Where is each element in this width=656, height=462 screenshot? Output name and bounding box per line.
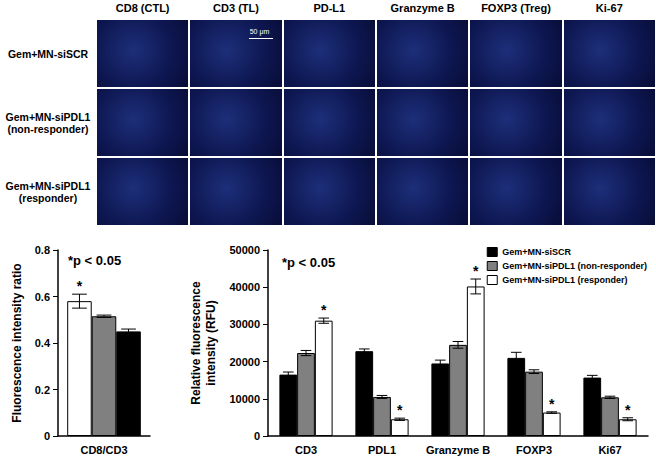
html-text:Gem+MN-siSCR: Gem+MN-siSCR — [7, 47, 89, 60]
html-text:FOXP3 (Treg): FOXP3 (Treg) — [481, 2, 551, 14]
svg-text:0.8: 0.8 — [35, 244, 50, 256]
html-text:Granzyme B: Granzyme B — [390, 2, 455, 14]
svg-text:0: 0 — [44, 430, 50, 442]
svg-text:Relative fluorescence: Relative fluorescence — [189, 281, 203, 405]
svg-text:*: * — [321, 302, 327, 318]
svg-text:0.6: 0.6 — [35, 291, 50, 303]
svg-text:FOXP3: FOXP3 — [516, 444, 552, 456]
svg-text:CD8/CD3: CD8/CD3 — [80, 444, 127, 456]
svg-text:*: * — [625, 402, 631, 418]
svg-text:*: * — [473, 263, 479, 279]
svg-text:Gem+MN-siPDL1 (responder): Gem+MN-siPDL1 (responder) — [502, 275, 627, 285]
svg-text:10000: 10000 — [229, 393, 260, 405]
svg-text:CD3: CD3 — [295, 444, 317, 456]
svg-text:*p < 0.05: *p < 0.05 — [282, 255, 335, 270]
svg-text:Granzyme B: Granzyme B — [426, 444, 490, 456]
html-text:(non-responder): (non-responder) — [7, 122, 89, 135]
svg-text:Ki67: Ki67 — [598, 444, 621, 456]
html-text:Ki-67: Ki-67 — [595, 2, 623, 14]
html-text:Gem+MN-siPDL1: Gem+MN-siPDL1 — [5, 110, 91, 123]
html-text:PD-L1: PD-L1 — [313, 2, 346, 14]
svg-text:Fluorescence intensity ratio: Fluorescence intensity ratio — [10, 263, 24, 422]
svg-text:0: 0 — [254, 430, 260, 442]
svg-text:*: * — [397, 402, 403, 418]
svg-text:Gem+MN-siSCR: Gem+MN-siSCR — [502, 247, 571, 257]
html-text:(responder): (responder) — [18, 191, 78, 204]
svg-text:40000: 40000 — [229, 281, 260, 293]
svg-text:0.4: 0.4 — [35, 337, 51, 349]
svg-text:intensity (RFU): intensity (RFU) — [204, 300, 218, 385]
svg-text:*: * — [77, 278, 83, 294]
html-text:CD8 (CTL): CD8 (CTL) — [115, 2, 170, 14]
html-text:50 μm: 50 μm — [249, 28, 270, 35]
svg-text:PDL1: PDL1 — [368, 444, 396, 456]
svg-text:30000: 30000 — [229, 318, 260, 330]
svg-text:Gem+MN-siPDL1 (non-responder): Gem+MN-siPDL1 (non-responder) — [502, 261, 647, 271]
svg-text:20000: 20000 — [229, 356, 260, 368]
html-text:CD3 (TL): CD3 (TL) — [213, 2, 259, 14]
svg-text:50000: 50000 — [229, 244, 260, 256]
html-text:Gem+MN-siPDL1: Gem+MN-siPDL1 — [5, 179, 91, 192]
svg-text:0.2: 0.2 — [35, 384, 50, 396]
svg-text:*: * — [549, 396, 555, 412]
svg-text:*p < 0.05: *p < 0.05 — [68, 253, 121, 268]
